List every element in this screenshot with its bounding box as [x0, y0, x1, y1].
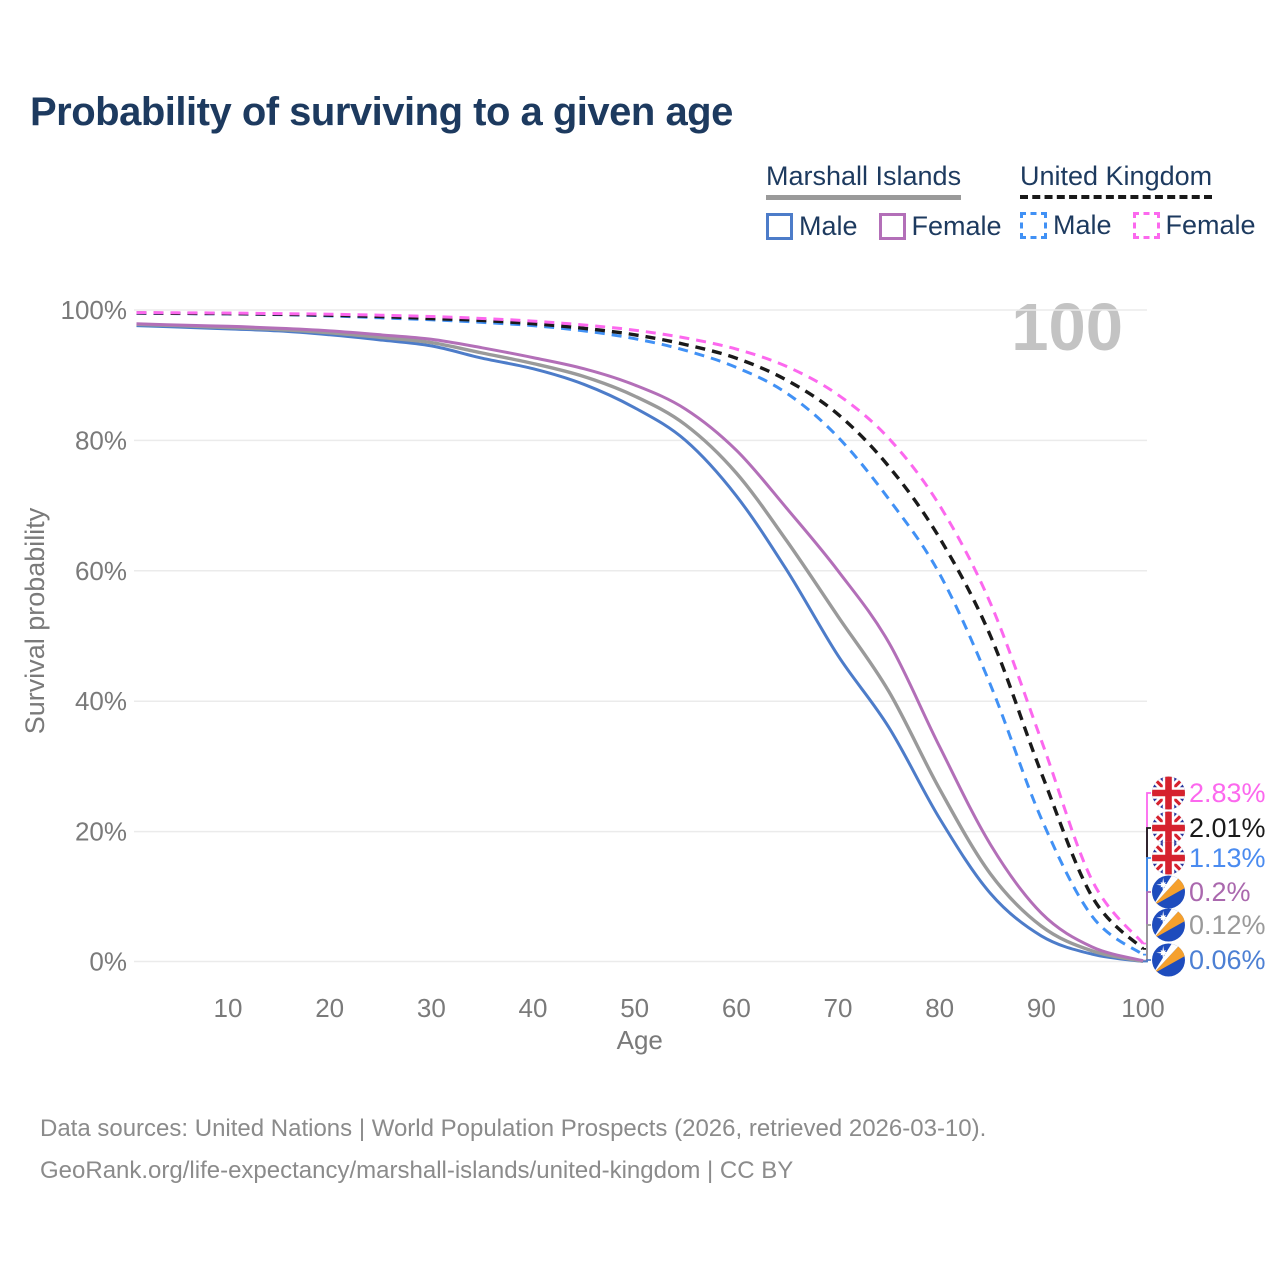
legend-group-marshall-islands: Marshall Islands Male Female: [766, 161, 1023, 242]
leader-line: [1143, 959, 1151, 963]
x-tick-label: 80: [925, 993, 954, 1023]
series-line-united-kingdom-female: [136, 311, 1145, 945]
x-tick-label: 20: [315, 993, 344, 1023]
x-tick-label: 100: [1121, 993, 1164, 1023]
x-tick-label: 60: [722, 993, 751, 1023]
uk-flag-icon: [1152, 811, 1185, 845]
end-value-label: 0.2%: [1189, 877, 1251, 907]
series-line-united-kingdom-both-sexes: [136, 311, 1145, 951]
mi-female-swatch-icon: [878, 213, 906, 240]
mi-male-swatch-icon: [766, 213, 793, 240]
end-value-label: 0.06%: [1189, 945, 1266, 975]
legend-item-mi-male[interactable]: Male: [766, 211, 858, 242]
legend-item-uk-female[interactable]: Female: [1132, 210, 1256, 241]
y-tick-label: 0%: [89, 947, 127, 977]
x-tick-label: 70: [824, 993, 853, 1023]
y-tick-label: 60%: [75, 556, 127, 586]
y-tick-label: 20%: [75, 817, 127, 847]
end-labels: 2.83% 2.01%1.13% 0.2%0.12% 0.06%: [1143, 776, 1266, 977]
series-line-marshall-islands-male: [136, 324, 1144, 963]
data-source-note: Data sources: United Nations | World Pop…: [40, 1108, 986, 1192]
x-tick-label: 30: [417, 993, 446, 1023]
x-tick-label: 50: [620, 993, 649, 1023]
series-line-marshall-islands-both-sexes: [136, 322, 1144, 963]
uk-flag-icon: [1152, 776, 1185, 810]
uk-flag-icon: [1152, 841, 1185, 875]
legend-item-uk-male[interactable]: Male: [1020, 210, 1112, 241]
legend-item-label: Female: [1165, 210, 1256, 240]
gridlines: 0% 20% 40% 60% 80% 100% 10 20 30 40 50 60 70 80 90 100 A…: [20, 295, 1165, 1055]
uk-male-swatch-icon: [1020, 212, 1047, 239]
y-axis-title: Survival probability: [20, 507, 50, 734]
end-value-label: 1.13%: [1189, 843, 1266, 873]
current-age-indicator: 100: [1011, 290, 1123, 365]
legend-header-united-kingdom[interactable]: United Kingdom: [1020, 161, 1213, 199]
end-value-label: 2.83%: [1189, 778, 1266, 808]
source-line-2[interactable]: GeoRank.org/life-expectancy/marshall-isl…: [40, 1157, 794, 1184]
marshall-islands-flag-icon: [1152, 875, 1185, 909]
marshall-islands-flag-icon: [1152, 908, 1185, 942]
x-tick-label: 10: [214, 993, 243, 1023]
legend-item-label: Female: [911, 211, 1002, 241]
source-line-1: Data sources: United Nations | World Pop…: [40, 1115, 987, 1142]
page-title: Probability of surviving to a given age: [30, 90, 733, 134]
x-axis-title: Age: [617, 1025, 663, 1055]
series-lines: [136, 311, 1145, 963]
legend-item-mi-female[interactable]: Female: [878, 211, 1002, 242]
legend-group-united-kingdom: United Kingdom Male Female: [1020, 161, 1277, 241]
y-tick-label: 100%: [61, 295, 128, 325]
legend-header-marshall-islands[interactable]: Marshall Islands: [766, 161, 962, 200]
uk-female-swatch-icon: [1132, 212, 1160, 239]
legend-item-label: Male: [1053, 210, 1112, 240]
end-value-label: 2.01%: [1189, 813, 1266, 843]
y-tick-label: 80%: [75, 425, 127, 455]
marshall-islands-flag-icon: [1152, 943, 1185, 977]
y-tick-label: 40%: [75, 686, 127, 716]
end-value-label: 0.12%: [1189, 910, 1266, 940]
x-tick-label: 90: [1027, 993, 1056, 1023]
legend-item-label: Male: [799, 211, 858, 241]
x-tick-label: 40: [519, 993, 548, 1023]
series-line-marshall-islands-female: [136, 322, 1144, 963]
